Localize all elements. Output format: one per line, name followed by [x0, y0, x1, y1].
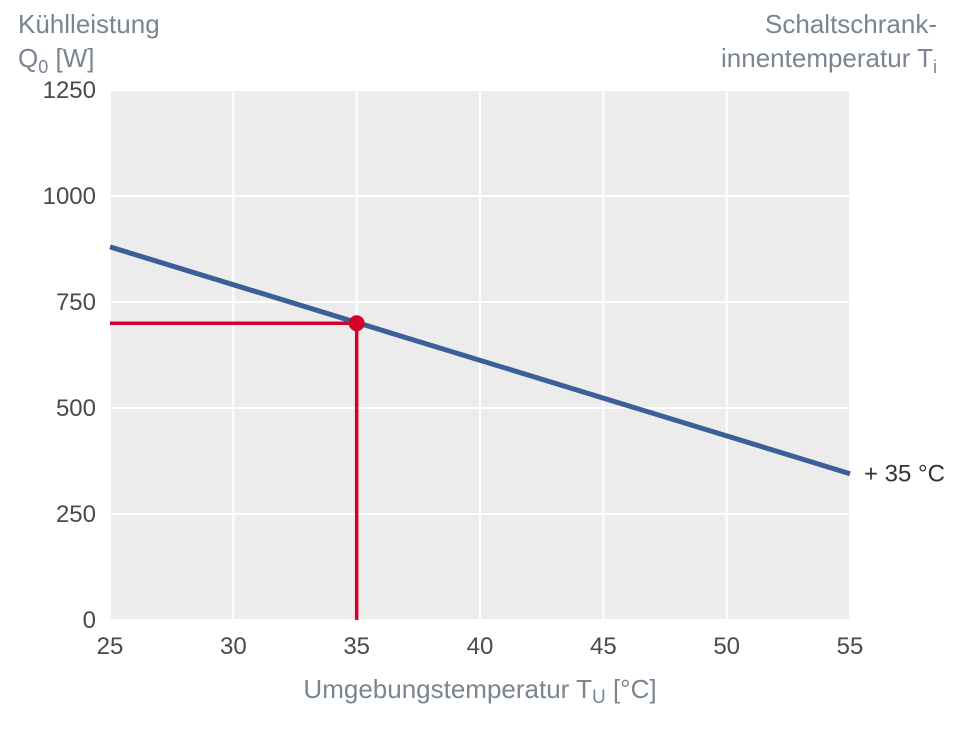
x-tick-label: 25: [97, 633, 124, 660]
chart-svg: 0 250 500 750 1000 1250 25 30 35 40 45 50 55 Umgebung…: [0, 0, 955, 735]
series-label: + 35 °C: [864, 461, 945, 488]
x-tick-label: 50: [713, 633, 740, 660]
y-axis-title-line1: Kühlleistung: [18, 8, 160, 42]
x-tick-label: 45: [590, 633, 617, 660]
right-title-line2: innentemperatur Ti: [721, 42, 937, 80]
cooling-capacity-chart: Kühlleistung Q0 [W] Schaltschrank- innen…: [0, 0, 955, 735]
x-tick-label: 35: [343, 633, 370, 660]
x-tick-label: 55: [837, 633, 864, 660]
x-tick-label: 40: [467, 633, 494, 660]
marker-dot: [349, 315, 365, 331]
y-axis-title: Kühlleistung Q0 [W]: [18, 8, 160, 79]
x-axis-label: Umgebungstemperatur TU [°C]: [303, 674, 656, 708]
y-tick-label: 250: [56, 501, 96, 528]
y-tick-label: 1250: [43, 77, 96, 104]
x-tick-label: 30: [220, 633, 247, 660]
y-tick-label: 750: [56, 289, 96, 316]
y-tick-label: 0: [83, 607, 96, 634]
y-tick-label: 500: [56, 395, 96, 422]
y-tick-label: 1000: [43, 183, 96, 210]
right-title-line1: Schaltschrank-: [721, 8, 937, 42]
y-axis-title-line2: Q0 [W]: [18, 42, 160, 80]
right-title: Schaltschrank- innentemperatur Ti: [721, 8, 937, 79]
